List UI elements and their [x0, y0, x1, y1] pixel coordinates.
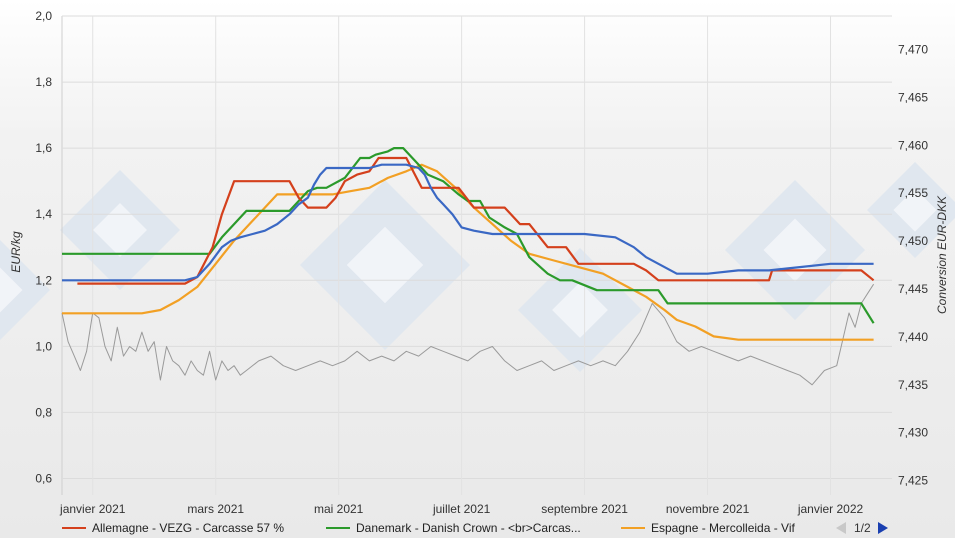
y2-tick-label: 7,425 [898, 474, 928, 488]
y-tick-label: 2,0 [35, 9, 52, 23]
legend-item-danemark[interactable]: Danemark - Danish Crown - <br>Carcas... [326, 521, 581, 535]
y2-tick-label: 7,430 [898, 426, 928, 440]
next-page-arrow-icon[interactable] [878, 522, 888, 534]
legend-label: Espagne - Mercolleida - Vif [651, 521, 796, 535]
x-tick-label: septembre 2021 [541, 502, 628, 516]
legend: Allemagne - VEZG - Carcasse 57 % Danemar… [62, 521, 796, 535]
y2-tick-label: 7,465 [898, 90, 928, 104]
y2-tick-label: 7,445 [898, 282, 928, 296]
y-tick-label: 1,2 [35, 273, 52, 287]
legend-label: Allemagne - VEZG - Carcasse 57 % [92, 521, 284, 535]
y2-tick-label: 7,435 [898, 378, 928, 392]
y-tick-label: 0,6 [35, 471, 52, 485]
y2-axis-title: Conversion EUR-DKK [935, 195, 949, 314]
watermark-logo-icon [60, 170, 180, 290]
y-axis-left: 0,6 0,8 1,0 1,2 1,4 1,6 1,8 2,0 [35, 9, 52, 485]
legend-label: Danemark - Danish Crown - <br>Carcas... [356, 521, 581, 535]
y2-tick-label: 7,470 [898, 43, 928, 57]
prev-page-arrow-icon[interactable] [836, 522, 846, 534]
watermark-logo-icon [0, 240, 50, 340]
x-tick-label: janvier 2021 [59, 502, 126, 516]
y2-tick-label: 7,450 [898, 234, 928, 248]
y2-tick-label: 7,455 [898, 186, 928, 200]
series-line-0 [77, 156, 875, 285]
y-tick-label: 1,8 [35, 75, 52, 89]
watermark-logo-icon [867, 162, 955, 258]
watermark-logo-icon [300, 180, 470, 350]
legend-page-indicator: 1/2 [854, 521, 871, 535]
x-tick-label: novembre 2021 [666, 502, 750, 516]
watermark-3tres3-logo-icon [0, 162, 955, 372]
series-line-3 [62, 163, 874, 282]
series-line-1 [62, 147, 875, 324]
legend-item-allemagne[interactable]: Allemagne - VEZG - Carcasse 57 % [62, 521, 284, 535]
series-layer [61, 147, 875, 386]
y-tick-label: 1,4 [35, 207, 52, 221]
series-line-4 [61, 283, 875, 386]
series-line-2 [62, 163, 874, 341]
legend-item-espagne[interactable]: Espagne - Mercolleida - Vif [621, 521, 796, 535]
y-tick-label: 1,0 [35, 339, 52, 353]
y-axis-title: EUR/kg [9, 231, 23, 273]
x-tick-label: mai 2021 [314, 502, 364, 516]
legend-pager: 1/2 [836, 521, 888, 535]
y-tick-label: 0,8 [35, 405, 52, 419]
x-tick-label: juillet 2021 [432, 502, 491, 516]
x-tick-label: mars 2021 [187, 502, 244, 516]
x-axis: janvier 2021 mars 2021 mai 2021 juillet 202… [59, 502, 863, 516]
y-axis-right: 7,425 7,430 7,435 7,440 7,445 7,450 7,455 7,460… [898, 43, 928, 488]
y-tick-label: 1,6 [35, 141, 52, 155]
y2-tick-label: 7,460 [898, 138, 928, 152]
x-tick-label: janvier 2022 [797, 502, 864, 516]
y2-tick-label: 7,440 [898, 330, 928, 344]
